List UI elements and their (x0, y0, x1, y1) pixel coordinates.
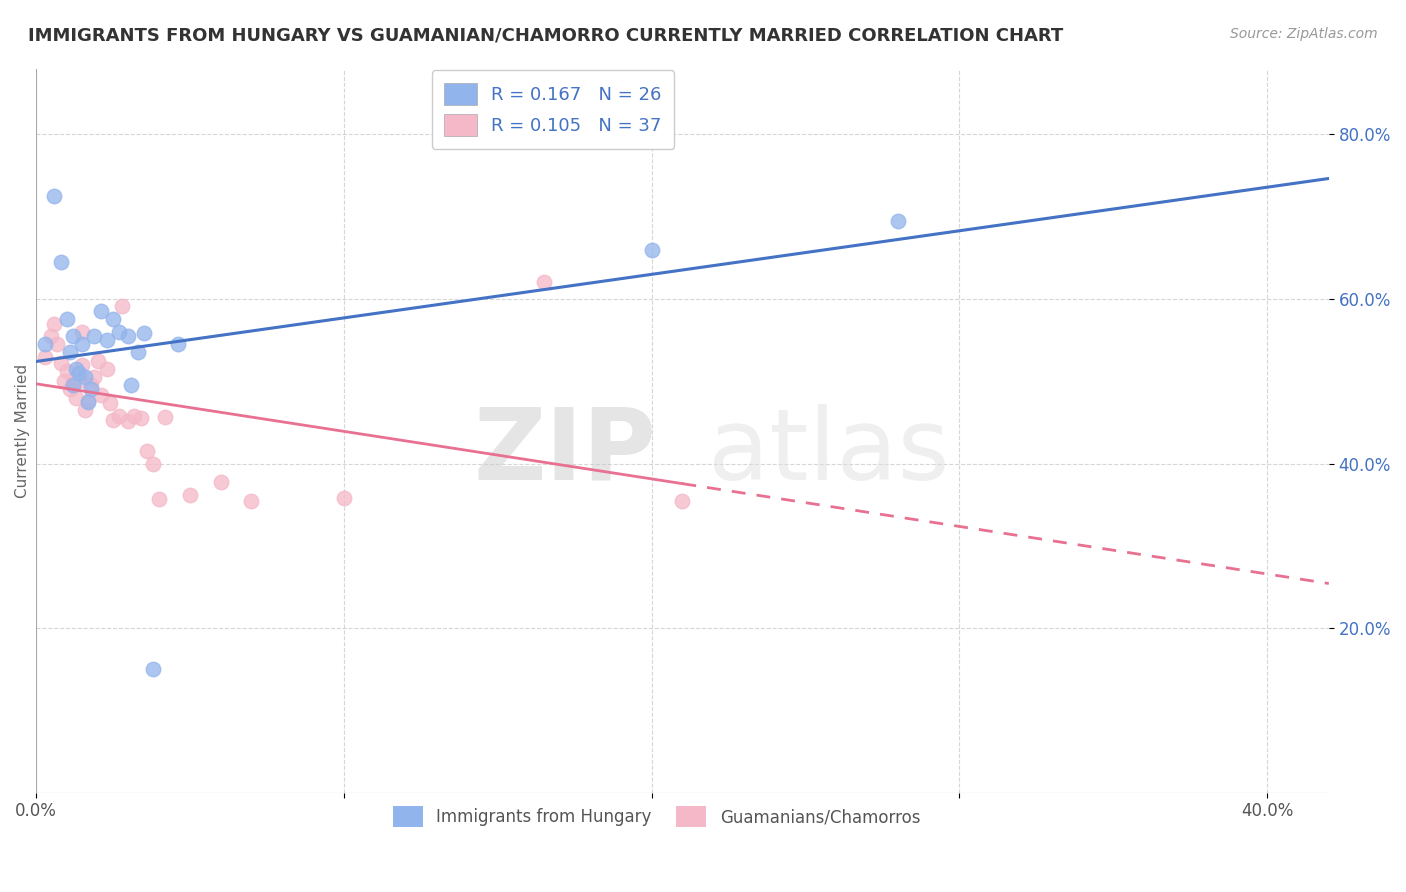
Point (55, 363, 77, 377)
Point (75, 403, 97, 417)
Point (70, 337, 93, 351)
Point (44, 317, 66, 331)
Point (332, 491, 354, 505)
Point (86, 353, 108, 368)
Text: IMMIGRANTS FROM HUNGARY VS GUAMANIAN/CHAMORRO CURRENTLY MARRIED CORRELATION CHAR: IMMIGRANTS FROM HUNGARY VS GUAMANIAN/CHA… (28, 27, 1063, 45)
Point (52, 374, 75, 388)
Point (127, 345, 149, 359)
Point (41, 329, 63, 343)
Point (96, 362, 118, 376)
Point (62, 373, 84, 387)
Point (55, 312, 77, 326)
Legend: Immigrants from Hungary, Guamanians/Chamorros: Immigrants from Hungary, Guamanians/Cham… (384, 798, 928, 835)
Point (75, 370, 97, 384)
Point (887, 213, 910, 227)
Point (49, 356, 72, 370)
Point (83, 370, 105, 384)
Point (179, 488, 201, 502)
Point (166, 337, 188, 351)
Point (148, 491, 170, 506)
Point (59, 383, 82, 397)
Point (96, 333, 118, 347)
Point (62, 329, 84, 343)
Text: ZIP: ZIP (474, 404, 657, 500)
Text: atlas: atlas (709, 404, 950, 500)
Point (90, 388, 112, 402)
Point (49, 255, 72, 269)
Point (34, 337, 56, 351)
Point (142, 457, 165, 471)
Point (80, 378, 103, 392)
Point (240, 493, 263, 508)
Point (671, 493, 693, 508)
Point (209, 475, 232, 489)
Point (65, 362, 87, 376)
Point (70, 358, 93, 372)
Point (65, 391, 87, 405)
Point (59, 345, 82, 359)
Point (67, 366, 90, 380)
Point (108, 409, 131, 423)
Point (135, 444, 157, 458)
Point (640, 243, 662, 257)
Point (120, 378, 142, 392)
Point (44, 189, 66, 203)
Point (129, 411, 152, 425)
Point (77, 394, 100, 409)
Point (90, 304, 112, 318)
Point (155, 410, 177, 425)
Point (67, 374, 90, 388)
Point (70, 325, 93, 339)
Point (62, 378, 84, 392)
Point (83, 329, 105, 343)
Point (108, 325, 131, 339)
Text: Source: ZipAtlas.com: Source: ZipAtlas.com (1230, 27, 1378, 41)
Point (124, 409, 146, 423)
Point (117, 414, 139, 428)
Point (34, 350, 56, 364)
Point (533, 276, 555, 290)
Point (101, 413, 124, 427)
Point (117, 329, 139, 343)
Y-axis label: Currently Married: Currently Married (15, 364, 31, 498)
Point (80, 383, 103, 397)
Point (98, 395, 121, 409)
Point (111, 298, 134, 312)
Point (142, 662, 165, 676)
Point (101, 312, 124, 326)
Point (77, 394, 100, 409)
Point (46, 337, 69, 351)
Point (132, 326, 155, 341)
